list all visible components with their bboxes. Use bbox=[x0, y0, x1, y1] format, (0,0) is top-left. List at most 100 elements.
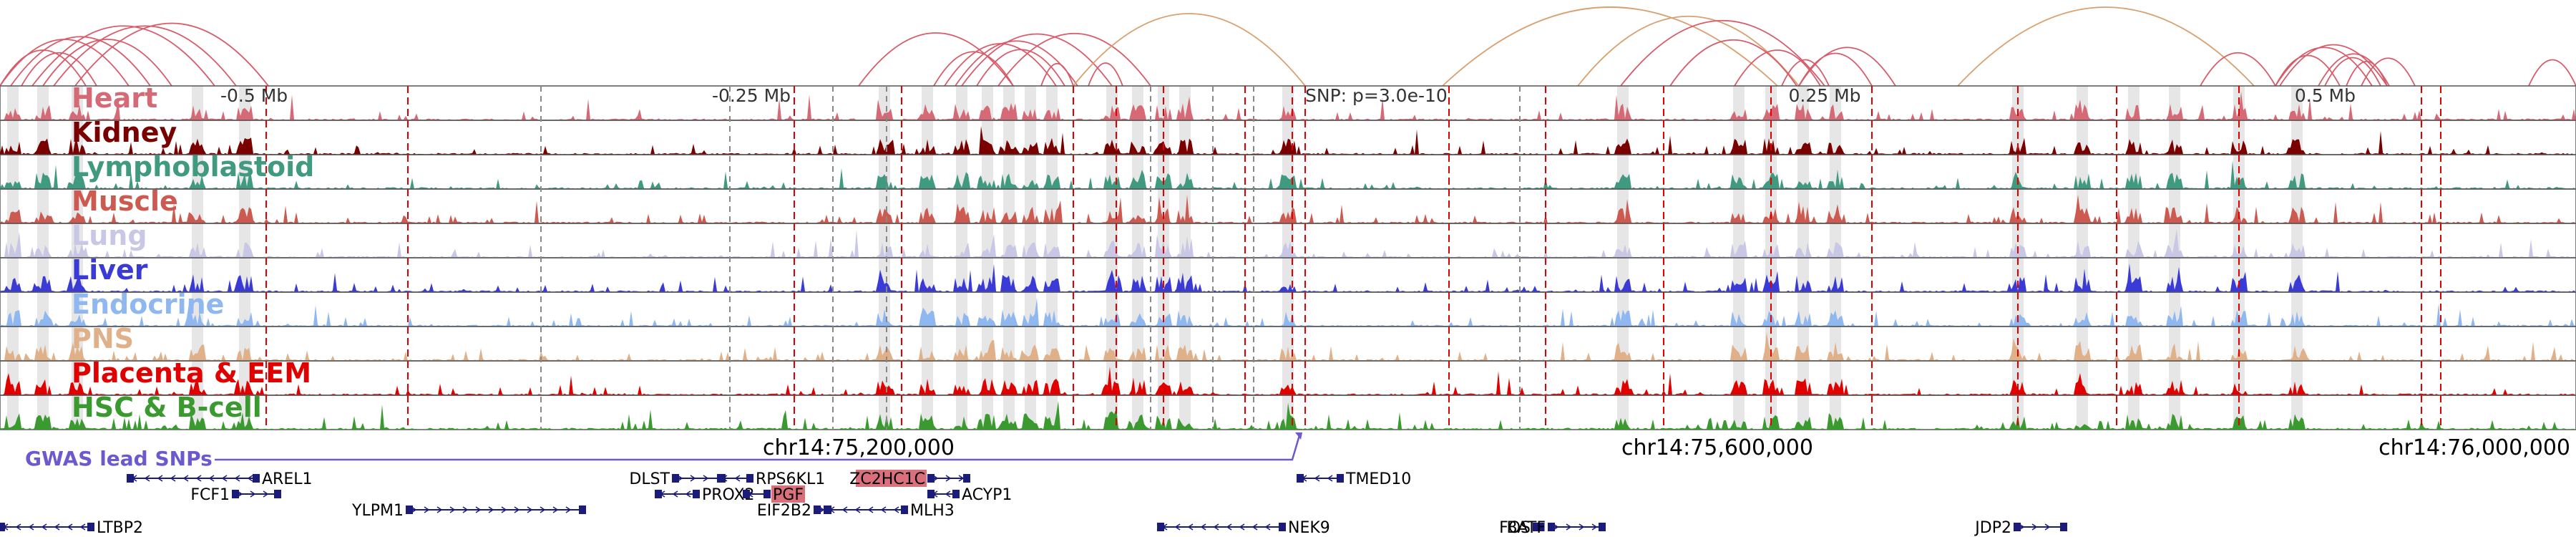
gene-exon bbox=[406, 505, 413, 514]
strand-arrow bbox=[1239, 523, 1245, 531]
strand-arrow bbox=[41, 523, 47, 531]
loop-arc bbox=[0, 49, 87, 87]
gene-exon bbox=[963, 474, 970, 483]
strand-arrow bbox=[552, 506, 559, 513]
loop-arc bbox=[53, 25, 237, 87]
loop-arc bbox=[961, 33, 1113, 87]
gene-label: FCF1 bbox=[190, 486, 230, 504]
strand-arrow bbox=[1314, 475, 1320, 482]
gene-exon bbox=[655, 490, 662, 498]
strand-arrow bbox=[28, 523, 34, 531]
gene-label: LTBP2 bbox=[97, 519, 143, 537]
strand-arrow bbox=[854, 506, 861, 513]
gene-exon bbox=[693, 490, 700, 498]
gene-label: DLST bbox=[629, 470, 670, 488]
gene-exon bbox=[717, 474, 724, 483]
gene-label: YLPM1 bbox=[351, 502, 404, 520]
loop-arc bbox=[10, 36, 151, 87]
gene-exon bbox=[1279, 523, 1286, 531]
gene-label: EIF2B2 bbox=[757, 502, 811, 520]
gene-exon bbox=[927, 474, 935, 483]
strand-arrow bbox=[488, 506, 494, 513]
strand-arrow bbox=[703, 475, 709, 482]
gene-exon bbox=[1297, 474, 1304, 483]
signal-tracks bbox=[0, 85, 2576, 430]
strand-arrow bbox=[734, 475, 741, 482]
signal-area bbox=[0, 401, 2576, 430]
gene-label: NEK9 bbox=[1288, 519, 1330, 537]
gene-highlight-box bbox=[856, 470, 927, 487]
snp-label: SNP: p=3.0e-10 bbox=[1305, 85, 1448, 106]
loop-arc bbox=[933, 51, 1014, 87]
loop-arc bbox=[2324, 57, 2381, 87]
loop-arc bbox=[2200, 52, 2276, 87]
dashed-marker-lines bbox=[265, 86, 2441, 430]
loop-arc bbox=[1798, 47, 1896, 87]
loop-arc bbox=[1088, 62, 1123, 87]
coordinate-tick-label: chr14:75,600,000 bbox=[1621, 435, 1813, 460]
gwas-snp-marker bbox=[1295, 432, 1302, 440]
gene-exon bbox=[1548, 523, 1555, 531]
signal-area bbox=[0, 160, 2576, 189]
gwas-label: GWAS lead SNPs bbox=[25, 447, 213, 470]
strand-arrow bbox=[1566, 523, 1572, 531]
gene-exon bbox=[1599, 523, 1606, 531]
gene-exon bbox=[952, 490, 960, 498]
loop-arc bbox=[2275, 47, 2373, 87]
gene-highlight-box bbox=[771, 485, 805, 503]
coordinate-tick-label: chr14:76,000,000 bbox=[2379, 435, 2570, 460]
region-tick-label: -0.25 Mb bbox=[712, 85, 791, 106]
signal-area bbox=[0, 298, 2576, 326]
region-offset-axis: -0.5 Mb -0.25 Mb 0.25 Mb 0.5 Mb SNP: p=3.0e-… bbox=[220, 85, 2356, 106]
gene-track: AREL1FCF1YLPM1LTBP2DLSTPROX2RPS6KL1PGFEI… bbox=[0, 470, 2067, 537]
strand-arrow bbox=[436, 506, 443, 513]
track-label: PNS bbox=[72, 323, 134, 354]
gene-exon bbox=[87, 523, 94, 531]
signal-area bbox=[0, 229, 2576, 258]
gene-exon bbox=[2060, 523, 2067, 531]
loop-arc bbox=[976, 49, 1065, 87]
track-label: HSC & B-cell bbox=[72, 392, 262, 423]
strand-arrow bbox=[449, 506, 456, 513]
gene-exon bbox=[1157, 523, 1164, 531]
loop-arc bbox=[2346, 61, 2388, 87]
loop-arc bbox=[1442, 6, 1778, 87]
gene-exon bbox=[253, 474, 260, 483]
strand-arrow bbox=[475, 506, 482, 513]
strand-arrow bbox=[208, 475, 215, 482]
strand-arrow bbox=[157, 475, 163, 482]
strand-arrow bbox=[195, 475, 202, 482]
strand-arrow bbox=[2044, 523, 2051, 531]
loop-arc bbox=[2275, 54, 2341, 87]
strand-arrow bbox=[565, 506, 572, 513]
gene-label: TMED10 bbox=[1345, 470, 1411, 488]
gene-exon bbox=[901, 505, 908, 514]
strand-arrow bbox=[1213, 523, 1219, 531]
strand-arrow bbox=[263, 490, 269, 498]
strand-arrow bbox=[1226, 523, 1232, 531]
strand-arrow bbox=[1187, 523, 1194, 531]
track-label: Endocrine bbox=[72, 289, 224, 320]
strand-arrow bbox=[672, 490, 678, 498]
strand-arrow bbox=[841, 506, 848, 513]
strand-arrow bbox=[15, 523, 21, 531]
gene-exon bbox=[1537, 523, 1545, 531]
strand-arrow bbox=[1579, 523, 1585, 531]
gene-exon bbox=[763, 490, 771, 498]
strand-arrow bbox=[880, 506, 887, 513]
loop-arc bbox=[2361, 57, 2416, 87]
signal-area bbox=[0, 126, 2576, 155]
strand-arrow bbox=[1264, 523, 1271, 531]
loop-arc bbox=[21, 52, 97, 87]
gene-label: ZC2HC1C bbox=[849, 470, 925, 488]
loop-arc bbox=[1073, 13, 1306, 87]
track-label: Heart bbox=[72, 82, 157, 114]
loop-arc bbox=[1040, 63, 1074, 87]
track-labels: HeartKidneyLymphoblastoidMuscleLungLiver… bbox=[72, 82, 314, 423]
coordinate-tick-label: chr14:75,200,000 bbox=[763, 435, 955, 460]
strand-arrow bbox=[893, 506, 899, 513]
strand-arrow bbox=[540, 506, 546, 513]
strand-arrow bbox=[1327, 475, 1333, 482]
gene-exon bbox=[127, 474, 134, 483]
gene-exon bbox=[824, 505, 831, 514]
